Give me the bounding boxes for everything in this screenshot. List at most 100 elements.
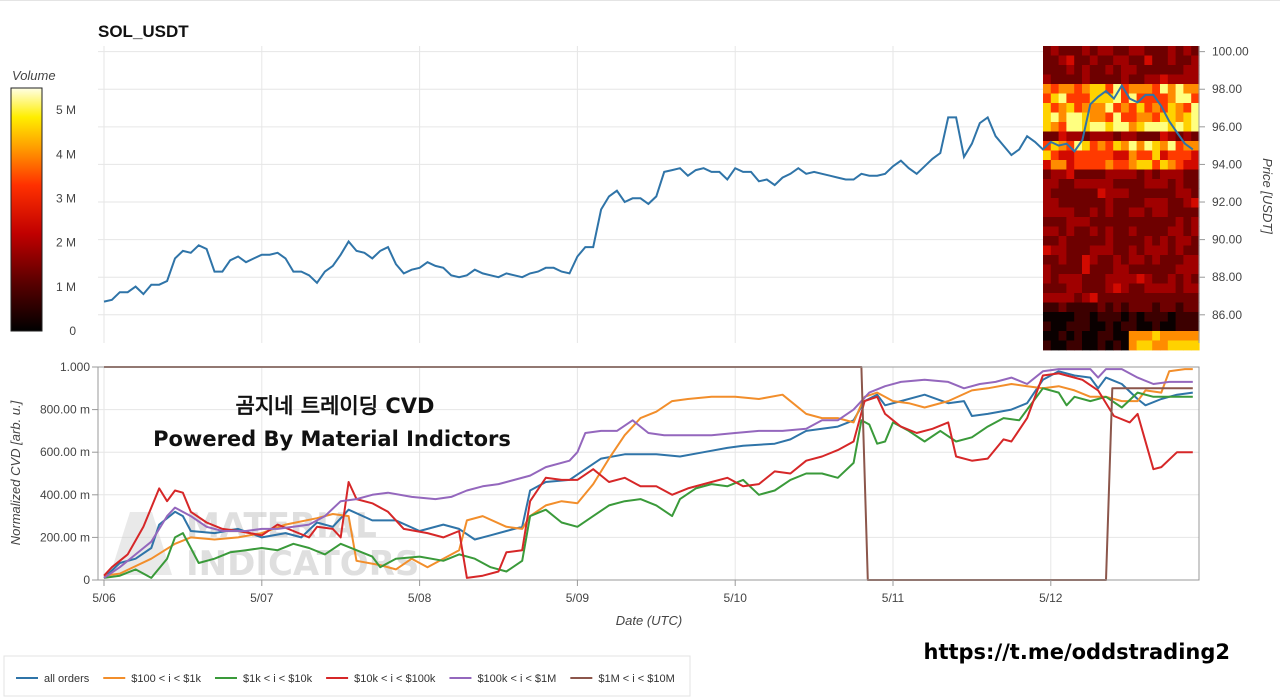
heatmap-cell — [1105, 93, 1114, 104]
heatmap-cell — [1121, 340, 1130, 351]
heatmap-cell — [1066, 141, 1075, 151]
telegram-link[interactable]: https://t.me/oddstrading2 — [924, 640, 1231, 664]
heatmap-cell — [1050, 74, 1060, 85]
heatmap-cell — [1167, 150, 1177, 161]
heatmap-cell — [1058, 179, 1067, 189]
heatmap-cell — [1128, 264, 1138, 275]
cvd-tick-label: 800.00 m — [40, 403, 90, 417]
heatmap-cell — [1160, 283, 1169, 294]
date-tick-label: 5/09 — [566, 591, 590, 605]
heatmap-cell — [1097, 169, 1106, 180]
watermark-line-2: INDICATORS — [186, 544, 419, 584]
heatmap-cell — [1043, 217, 1052, 227]
heatmap-cell — [1043, 340, 1052, 351]
heatmap-cell — [1082, 179, 1091, 189]
price-tick-label: 90.00 — [1212, 233, 1242, 247]
date-tick-label: 5/08 — [408, 591, 432, 605]
heatmap-cell — [1183, 46, 1192, 56]
heatmap-cell — [1160, 169, 1169, 180]
heatmap-cell — [1144, 255, 1153, 265]
heatmap-cell — [1175, 321, 1184, 332]
heatmap-cell — [1058, 207, 1067, 218]
heatmap-cell — [1089, 312, 1099, 322]
heatmap-cell — [1175, 160, 1184, 170]
heatmap-cell — [1144, 198, 1153, 208]
heatmap-cell — [1121, 198, 1130, 208]
heatmap-cell — [1066, 103, 1075, 113]
heatmap-cell — [1144, 293, 1153, 303]
heatmap-cell — [1058, 274, 1067, 284]
heatmap-cell — [1089, 122, 1099, 132]
heatmap-cell — [1058, 55, 1067, 66]
date-tick-label: 5/10 — [724, 591, 748, 605]
heatmap-cell — [1167, 74, 1177, 85]
heatmap-cell — [1043, 245, 1052, 256]
heatmap-cell — [1074, 207, 1083, 218]
heatmap-cell — [1175, 141, 1184, 151]
heatmap-cell — [1136, 122, 1145, 132]
heatmap-cell — [1089, 46, 1099, 56]
heatmap-cell — [1167, 302, 1177, 313]
heatmap-cell — [1097, 46, 1106, 56]
cvd-tick-label: 200.00 m — [40, 530, 90, 544]
heatmap-cell — [1167, 226, 1177, 237]
heatmap-cell — [1050, 55, 1060, 66]
price-tick-label: 98.00 — [1212, 82, 1242, 96]
heatmap-cell — [1050, 112, 1060, 123]
heatmap-cell — [1183, 198, 1192, 208]
date-axis-title: Date (UTC) — [616, 613, 682, 628]
heatmap-cell — [1082, 331, 1091, 341]
cvd-tick-label: 600.00 m — [40, 445, 90, 459]
heatmap-cell — [1121, 321, 1130, 332]
heatmap-cell — [1183, 226, 1192, 237]
heatmap-cell — [1136, 46, 1145, 56]
heatmap-cell — [1105, 112, 1114, 123]
heatmap-cell — [1058, 236, 1067, 246]
price-tick-label: 88.00 — [1212, 270, 1242, 284]
heatmap-cell — [1183, 236, 1192, 246]
heatmap-cell — [1050, 226, 1060, 237]
heatmap-cell — [1082, 150, 1091, 161]
heatmap-cell — [1089, 293, 1099, 303]
price-tick-label: 86.00 — [1212, 308, 1242, 322]
heatmap-cell — [1121, 122, 1130, 132]
heatmap-cell — [1113, 65, 1122, 75]
heatmap-cell — [1160, 179, 1169, 189]
heatmap-cell — [1043, 188, 1052, 199]
heatmap-cell — [1043, 55, 1052, 66]
heatmap-cell — [1191, 226, 1200, 237]
heatmap-cell — [1191, 245, 1200, 256]
heatmap-cell — [1097, 150, 1106, 161]
heatmap-cell — [1043, 283, 1052, 294]
heatmap-cell — [1183, 331, 1192, 341]
heatmap-cell — [1050, 150, 1060, 161]
orderbook-heatmap — [1043, 46, 1200, 351]
heatmap-cell — [1113, 103, 1122, 113]
heatmap-cell — [1175, 93, 1184, 104]
heatmap-cell — [1128, 103, 1138, 113]
heatmap-cell — [1105, 179, 1114, 189]
heatmap-cell — [1043, 65, 1052, 75]
heatmap-cell — [1136, 112, 1145, 123]
heatmap-cell — [1167, 103, 1177, 113]
heatmap-cell — [1128, 160, 1138, 170]
heatmap-cell — [1128, 245, 1138, 256]
heatmap-cell — [1097, 55, 1106, 66]
heatmap-cell — [1050, 321, 1060, 332]
heatmap-cell — [1121, 236, 1130, 246]
volume-legend-ticks: 0 1 M 2 M 3 M 4 M 5 M — [56, 103, 76, 338]
heatmap-cell — [1089, 74, 1099, 85]
heatmap-cell — [1167, 283, 1177, 294]
heatmap-cell — [1128, 74, 1138, 85]
heatmap-cell — [1136, 255, 1145, 265]
heatmap-cell — [1050, 312, 1060, 322]
heatmap-cell — [1128, 55, 1138, 66]
heatmap-cell — [1144, 302, 1153, 313]
heatmap-cell — [1097, 65, 1106, 75]
heatmap-cell — [1183, 293, 1192, 303]
heatmap-cell — [1113, 293, 1122, 303]
heatmap-cell — [1152, 217, 1161, 227]
heatmap-cell — [1160, 112, 1169, 123]
heatmap-cell — [1050, 198, 1060, 208]
heatmap-cell — [1105, 65, 1114, 75]
